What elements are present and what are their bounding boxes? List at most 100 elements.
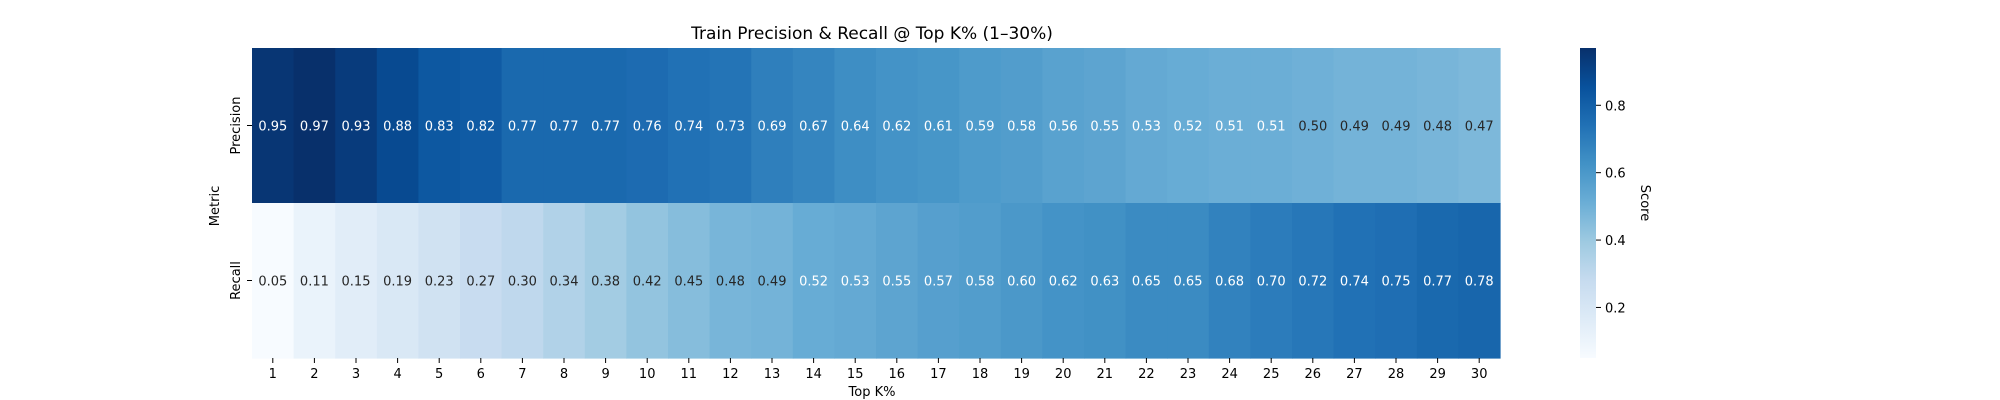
y-axis-label: Metric [208, 186, 223, 226]
heatmap-cell [834, 48, 877, 204]
heatmap-cell [1333, 203, 1376, 359]
colorbar-ticks: 0.2 0.4 0.6 0.8 [1596, 99, 1626, 316]
heatmap-cell [252, 48, 295, 204]
heatmap-cell [1125, 203, 1168, 359]
cell-value-label: 0.74 [674, 120, 703, 135]
x-tick-label: 2 [310, 367, 318, 382]
cell-value-label: 0.58 [1007, 120, 1036, 135]
cell-value-label: 0.72 [1298, 275, 1327, 290]
heatmap-cell [709, 48, 752, 204]
x-tick-label: 16 [889, 367, 906, 382]
cell-value-label: 0.83 [425, 120, 454, 135]
heatmap-cell [460, 48, 503, 204]
x-tick-label: 11 [681, 367, 698, 382]
heatmap-cell [1250, 48, 1293, 204]
heatmap-cell [1416, 203, 1459, 359]
x-tick-label: 19 [1013, 367, 1030, 382]
heatmap-cell-labels: 0.95 0.97 0.93 0.88 0.83 0.82 0.77 0.77 0.77 0.76… [258, 120, 1493, 290]
cell-value-label: 0.49 [758, 275, 787, 290]
cell-value-label: 0.47 [1465, 120, 1494, 135]
x-tick-label: 13 [764, 367, 781, 382]
cell-value-label: 0.69 [758, 120, 787, 135]
cell-value-label: 0.62 [882, 120, 911, 135]
heatmap-cell [792, 48, 835, 204]
heatmap-cell [501, 203, 544, 359]
x-tick-label: 15 [847, 367, 864, 382]
heatmap-cell [1292, 203, 1335, 359]
cell-value-label: 0.48 [716, 275, 745, 290]
heatmap-cell [584, 203, 627, 359]
heatmap-cell [1458, 48, 1501, 204]
x-tick-label: 1 [269, 367, 277, 382]
cell-value-label: 0.75 [1382, 275, 1411, 290]
x-tick-label: 29 [1429, 367, 1446, 382]
cell-value-label: 0.65 [1132, 275, 1161, 290]
heatmap-cell [418, 203, 461, 359]
heatmap-cells [252, 48, 1501, 359]
x-tick-label: 21 [1097, 367, 1114, 382]
cell-value-label: 0.77 [550, 120, 579, 135]
x-tick-label: 8 [560, 367, 568, 382]
heatmap-cell [1000, 48, 1043, 204]
heatmap-cell [543, 48, 586, 204]
heatmap-cell [1416, 48, 1459, 204]
heatmap-cell [1042, 48, 1085, 204]
heatmap-cell [751, 48, 794, 204]
heatmap-cell [1375, 203, 1418, 359]
heatmap-cell [1458, 203, 1501, 359]
cell-value-label: 0.15 [342, 275, 371, 290]
cell-value-label: 0.52 [799, 275, 828, 290]
colorbar-tick-label: 0.2 [1605, 301, 1626, 316]
heatmap-cell [501, 48, 544, 204]
cell-value-label: 0.51 [1257, 120, 1286, 135]
cell-value-label: 0.27 [466, 275, 495, 290]
heatmap-cell [584, 48, 627, 204]
y-axis-ticks: Precision Recall [229, 96, 252, 300]
heatmap-cell [335, 48, 378, 204]
cell-value-label: 0.70 [1257, 275, 1286, 290]
heatmap-cell [1292, 48, 1335, 204]
cell-value-label: 0.77 [1423, 275, 1452, 290]
heatmap-cell [792, 203, 835, 359]
colorbar-tick-label: 0.6 [1605, 167, 1626, 182]
heatmap-cell [959, 48, 1002, 204]
heatmap-cell [1042, 203, 1085, 359]
x-tick-label: 10 [639, 367, 656, 382]
cell-value-label: 0.93 [342, 120, 371, 135]
colorbar-label: Score [1637, 185, 1652, 221]
x-tick-label: 23 [1180, 367, 1197, 382]
cell-value-label: 0.78 [1465, 275, 1494, 290]
x-tick-label: 28 [1388, 367, 1405, 382]
cell-value-label: 0.67 [799, 120, 828, 135]
heatmap-cell [293, 203, 336, 359]
heatmap-cell [293, 48, 336, 204]
cell-value-label: 0.68 [1215, 275, 1244, 290]
cell-value-label: 0.55 [882, 275, 911, 290]
heatmap-cell [834, 203, 877, 359]
heatmap-cell [418, 48, 461, 204]
colorbar-tick-label: 0.4 [1605, 234, 1626, 249]
cell-value-label: 0.60 [1007, 275, 1036, 290]
cell-value-label: 0.82 [466, 120, 495, 135]
cell-value-label: 0.64 [841, 120, 870, 135]
cell-value-label: 0.34 [550, 275, 579, 290]
x-tick-label: 27 [1346, 367, 1363, 382]
cell-value-label: 0.63 [1090, 275, 1119, 290]
cell-value-label: 0.57 [924, 275, 953, 290]
heatmap-cell [917, 48, 960, 204]
x-tick-label: 14 [805, 367, 822, 382]
heatmap-cell [668, 48, 711, 204]
cell-value-label: 0.48 [1423, 120, 1452, 135]
cell-value-label: 0.30 [508, 275, 537, 290]
cell-value-label: 0.65 [1174, 275, 1203, 290]
cell-value-label: 0.42 [633, 275, 662, 290]
x-tick-label: 25 [1263, 367, 1280, 382]
cell-value-label: 0.74 [1340, 275, 1369, 290]
x-tick-label: 7 [518, 367, 526, 382]
heatmap-cell [1000, 203, 1043, 359]
cell-value-label: 0.61 [924, 120, 953, 135]
cell-value-label: 0.52 [1174, 120, 1203, 135]
x-tick-label: 4 [393, 367, 401, 382]
heatmap-cell [626, 48, 669, 204]
